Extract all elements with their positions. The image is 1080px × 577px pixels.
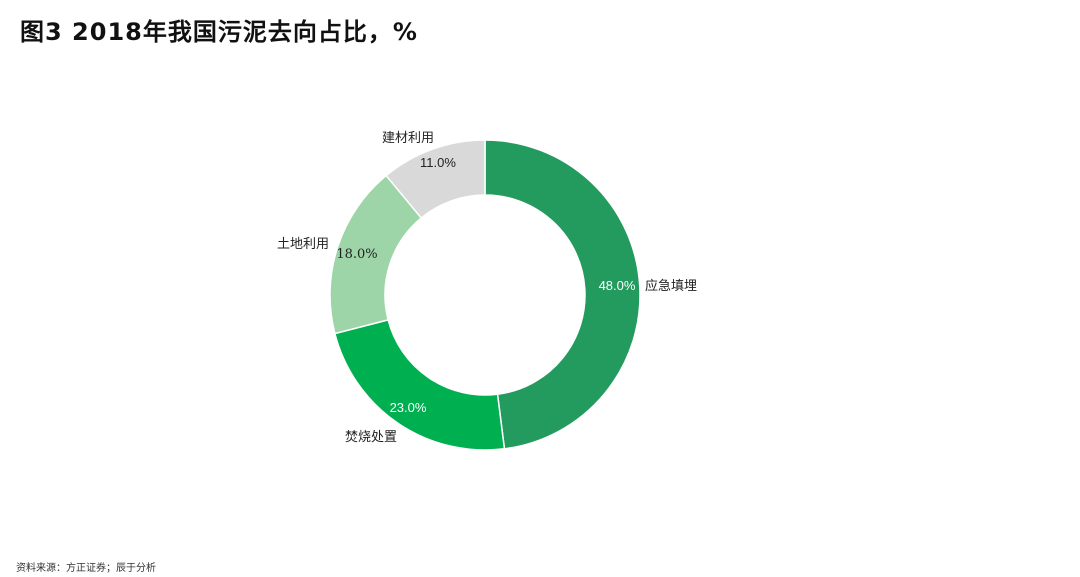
category-label: 应急填埋 xyxy=(645,278,697,294)
source-note: 资料来源：方正证券；辰于分析 xyxy=(16,563,156,574)
category-label: 建材利用 xyxy=(382,131,434,146)
value-label: 23.0% xyxy=(390,400,427,415)
donut-slice-1 xyxy=(484,139,641,450)
category-label: 焚烧处置 xyxy=(345,430,397,445)
value-label: 11.0% xyxy=(420,155,456,170)
value-label: 18.0% xyxy=(336,247,377,262)
value-label: 48.0% xyxy=(599,278,636,293)
chart-title: 图3 2018年我国污泥去向占比，% xyxy=(20,18,418,46)
donut-slice-4 xyxy=(385,139,486,220)
category-label: 土地利用 xyxy=(277,237,329,252)
